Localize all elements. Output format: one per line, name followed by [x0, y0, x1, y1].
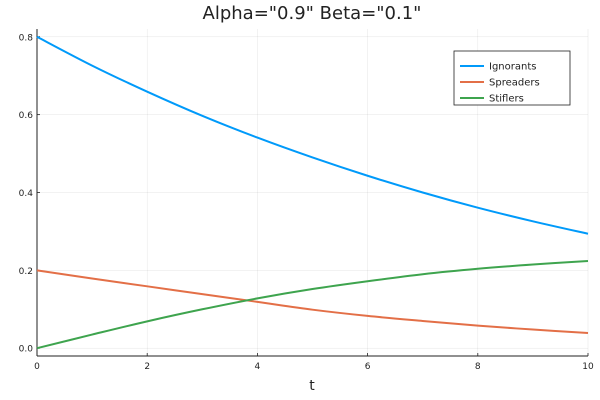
tick-labels: 0 2 4 6 8 10 0.0 0.2 0.4 0.6 0.8	[19, 33, 594, 372]
y-tick-label: 0.6	[19, 111, 34, 121]
legend-label-stiflers: Stiflers	[489, 94, 524, 105]
x-tick-label: 8	[475, 362, 481, 372]
y-tick-label: 0.4	[19, 189, 34, 199]
x-tick-label: 2	[144, 362, 150, 372]
legend-label-spreaders: Spreaders	[489, 78, 540, 89]
x-axis-label: t	[309, 378, 315, 394]
x-tick-label: 0	[34, 362, 40, 372]
grid	[36, 29, 589, 356]
legend-box	[453, 50, 571, 106]
legend-label-ignorants: Ignorants	[489, 62, 536, 73]
x-tick-label: 10	[582, 362, 594, 372]
plot-series	[36, 35, 589, 350]
axes	[36, 29, 589, 357]
y-tick-label: 0.0	[19, 345, 34, 355]
legend: Ignorants Spreaders Stiflers	[453, 50, 571, 106]
x-tick-label: 4	[255, 362, 261, 372]
y-tick-label: 0.2	[19, 267, 33, 277]
series-line-stiflers	[36, 260, 589, 350]
x-tick-label: 6	[365, 362, 371, 372]
series-line-ignorants	[36, 35, 589, 235]
series-line-spreaders	[36, 269, 589, 335]
y-tick-label: 0.8	[19, 33, 34, 43]
chart-title: Alpha="0.9" Beta="0.1"	[203, 3, 422, 24]
